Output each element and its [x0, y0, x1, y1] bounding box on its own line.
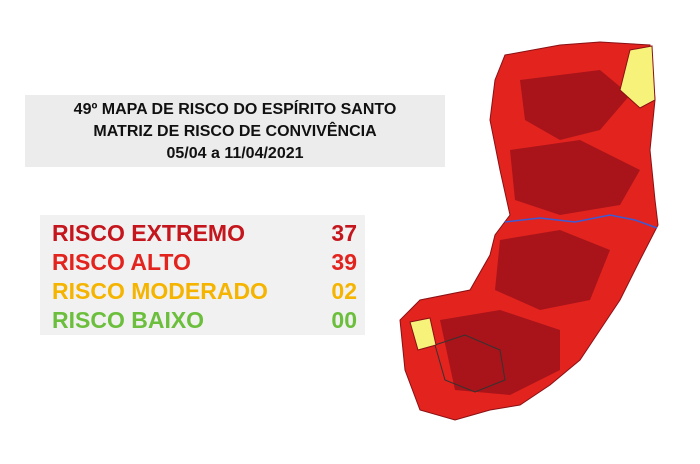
region-yellow — [619, 45, 656, 109]
legend-label: RISCO ALTO — [52, 249, 191, 275]
legend-count: 37 — [331, 220, 357, 246]
legend-row: RISCO ALTO 39 — [52, 248, 357, 276]
title-box: 49º MAPA DE RISCO DO ESPÍRITO SANTO MATRI… — [25, 95, 445, 167]
legend: RISCO EXTREMO 37 RISCO ALTO 39 RISCO MODERAD… — [40, 215, 365, 335]
region-yellow — [409, 317, 437, 351]
legend-label: RISCO EXTREMO — [52, 220, 245, 246]
legend-row: RISCO EXTREMO 37 — [52, 219, 357, 247]
region-dark — [520, 70, 630, 140]
region-dark — [495, 230, 610, 310]
title-line: 49º MAPA DE RISCO DO ESPÍRITO SANTO — [73, 101, 397, 118]
legend-count: 02 — [331, 278, 357, 304]
legend-count: 00 — [331, 307, 357, 333]
river — [504, 214, 658, 229]
legend-label: RISCO BAIXO — [52, 307, 205, 333]
title-line: 05/04 a 11/04/2021 — [166, 145, 304, 162]
legend-row: RISCO MODERADO 02 — [52, 277, 357, 305]
region-outline — [434, 334, 506, 393]
legend-count: 39 — [331, 249, 357, 275]
legend-label: RISCO MODERADO — [52, 278, 268, 304]
title-line: MATRIZ DE RISCO DE CONVIVÊNCIA — [93, 123, 377, 140]
legend-row: RISCO BAIXO 00 — [52, 306, 357, 334]
region-dark — [510, 140, 640, 215]
